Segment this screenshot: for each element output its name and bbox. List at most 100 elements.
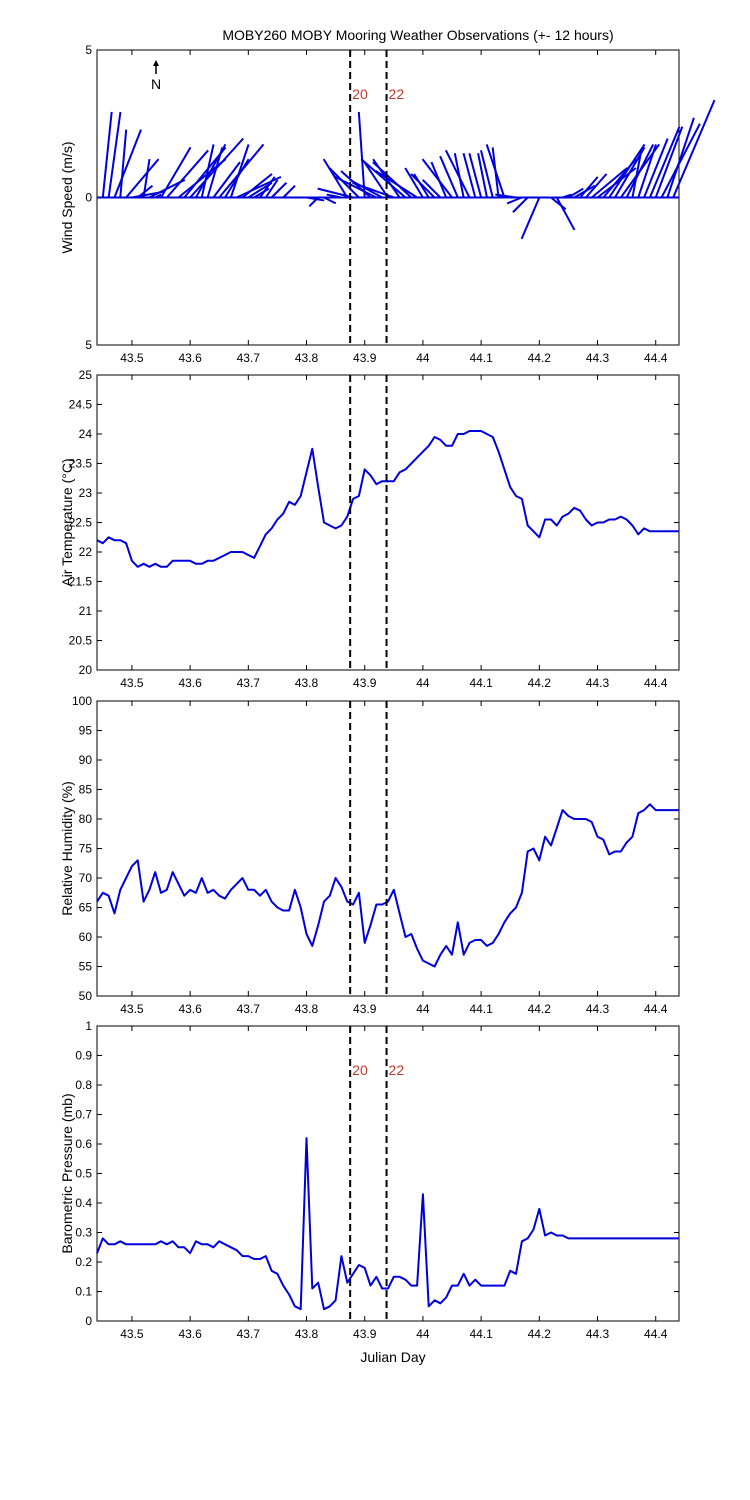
wind-vector bbox=[654, 126, 684, 198]
x-tick-label: 44.4 bbox=[644, 1327, 668, 1341]
y-tick-label: 80 bbox=[79, 812, 93, 826]
north-arrow-icon bbox=[153, 60, 159, 66]
wind-vector bbox=[410, 173, 436, 199]
x-tick-label: 43.5 bbox=[120, 676, 144, 690]
panel-4: 43.5 43.6 43.7 43.8 43.9 44 44.1 44.2 44.3 44.4 0 0… bbox=[59, 1019, 680, 1341]
y-tick-label: 0.6 bbox=[75, 1137, 92, 1151]
y-tick-label: 85 bbox=[79, 783, 93, 797]
y-tick-label: 0.9 bbox=[75, 1049, 92, 1063]
y-tick-label: 95 bbox=[79, 724, 93, 738]
wind-vector bbox=[334, 175, 377, 199]
wind-vector bbox=[562, 193, 572, 199]
x-tick-label: 44.2 bbox=[528, 351, 552, 365]
wind-vector bbox=[236, 175, 282, 199]
y-tick-label: 21 bbox=[79, 604, 93, 618]
y-tick-label: 24 bbox=[79, 427, 93, 441]
y-tick-label: 70 bbox=[79, 871, 93, 885]
x-tick-label: 43.6 bbox=[178, 1002, 202, 1016]
x-tick-label: 44 bbox=[416, 1002, 430, 1016]
wind-vector bbox=[328, 167, 360, 199]
y-tick-label: 24.5 bbox=[69, 398, 93, 412]
y-tick-label: 23.5 bbox=[69, 457, 93, 471]
wind-vector bbox=[479, 150, 494, 198]
marker-label: 20 bbox=[352, 86, 368, 102]
panel-1: 43.5 43.6 43.7 43.8 43.9 44 44.1 44.2 44.3 44.4 5 0… bbox=[59, 43, 716, 365]
wind-vector bbox=[160, 146, 192, 199]
y-tick-label: 0 bbox=[85, 191, 92, 205]
y-tick-label: 1 bbox=[85, 1019, 92, 1033]
y-tick-label: 0.4 bbox=[75, 1196, 92, 1210]
wind-vector bbox=[579, 176, 599, 199]
x-tick-label: 43.7 bbox=[237, 1002, 261, 1016]
wind-vector bbox=[323, 196, 337, 205]
x-tick-label: 43.9 bbox=[353, 1327, 377, 1341]
wind-vector bbox=[637, 144, 657, 198]
y-tick-label: 55 bbox=[79, 960, 93, 974]
wind-vector bbox=[363, 161, 389, 199]
wind-vector bbox=[439, 155, 459, 198]
wind-vector bbox=[241, 173, 273, 199]
wind-vector bbox=[495, 193, 517, 199]
x-tick-label: 43.7 bbox=[237, 351, 261, 365]
y-tick-label: 0.1 bbox=[75, 1285, 92, 1299]
y-axis-label: Wind Speed (m/s) bbox=[59, 141, 75, 253]
plot-frame bbox=[96, 374, 680, 671]
series-line bbox=[96, 1137, 679, 1311]
x-tick-label: 44.1 bbox=[469, 676, 493, 690]
x-tick-label: 43.6 bbox=[178, 676, 202, 690]
marker-label: 22 bbox=[389, 1062, 405, 1078]
y-tick-label: 65 bbox=[79, 901, 93, 915]
x-tick-label: 43.5 bbox=[120, 1327, 144, 1341]
x-tick-label: 43.8 bbox=[295, 351, 319, 365]
x-tick-label: 44 bbox=[416, 1327, 430, 1341]
x-tick-label: 44.1 bbox=[469, 1327, 493, 1341]
wind-vector bbox=[107, 111, 122, 198]
wind-vector bbox=[270, 182, 288, 199]
y-tick-label: 75 bbox=[79, 842, 93, 856]
wind-vector bbox=[506, 196, 523, 205]
x-tick-label: 44.3 bbox=[586, 1327, 610, 1341]
x-tick-label: 44.4 bbox=[644, 351, 668, 365]
wind-vector bbox=[166, 149, 209, 199]
panels: 43.5 43.6 43.7 43.8 43.9 44 44.1 44.2 44.3 44.450… bbox=[59, 43, 716, 1341]
y-tick-label: 0.5 bbox=[75, 1167, 92, 1181]
y-tick-label: 21.5 bbox=[69, 575, 93, 589]
wind-vector bbox=[468, 152, 483, 198]
wind-vector bbox=[326, 193, 342, 199]
wind-vector bbox=[282, 184, 296, 199]
x-tick-label: 44.3 bbox=[586, 351, 610, 365]
wind-vector bbox=[101, 111, 113, 198]
wind-vector bbox=[462, 152, 477, 198]
wind-vector bbox=[360, 158, 407, 199]
y-axis-label: Relative Humidity (%) bbox=[59, 781, 75, 916]
wind-vector bbox=[512, 196, 529, 213]
y-tick-label: 20.5 bbox=[69, 634, 93, 648]
wind-vector bbox=[625, 143, 655, 198]
wind-vector bbox=[404, 167, 424, 199]
north-label: N bbox=[151, 76, 161, 92]
x-tick-label: 43.5 bbox=[120, 1002, 144, 1016]
x-tick-label: 43.8 bbox=[295, 1002, 319, 1016]
wind-vector bbox=[259, 176, 276, 199]
x-tick-label: 44.2 bbox=[528, 1002, 552, 1016]
wind-vector bbox=[308, 196, 319, 208]
wind-vector bbox=[631, 150, 643, 198]
x-tick-label: 43.9 bbox=[353, 676, 377, 690]
x-tick-label: 43.7 bbox=[237, 676, 261, 690]
wind-vector bbox=[322, 158, 349, 199]
wind-vector bbox=[264, 179, 279, 199]
wind-vector bbox=[591, 167, 628, 199]
wind-vector bbox=[567, 187, 584, 199]
wind-vector bbox=[643, 138, 669, 198]
wind-vector bbox=[200, 144, 215, 198]
x-tick-label: 43.9 bbox=[353, 1002, 377, 1016]
wind-vector bbox=[125, 158, 160, 199]
wind-vector bbox=[555, 197, 576, 231]
y-tick-label: 0.8 bbox=[75, 1078, 92, 1092]
x-tick-label: 43.5 bbox=[120, 351, 144, 365]
x-tick-label: 43.7 bbox=[237, 1327, 261, 1341]
panel-3: 43.5 43.6 43.7 43.8 43.9 44 44.1 44.2 44.3 44.4 50… bbox=[59, 694, 680, 1016]
x-tick-label: 44.2 bbox=[528, 1327, 552, 1341]
x-tick-label: 44.3 bbox=[586, 1002, 610, 1016]
series-line bbox=[96, 430, 679, 568]
